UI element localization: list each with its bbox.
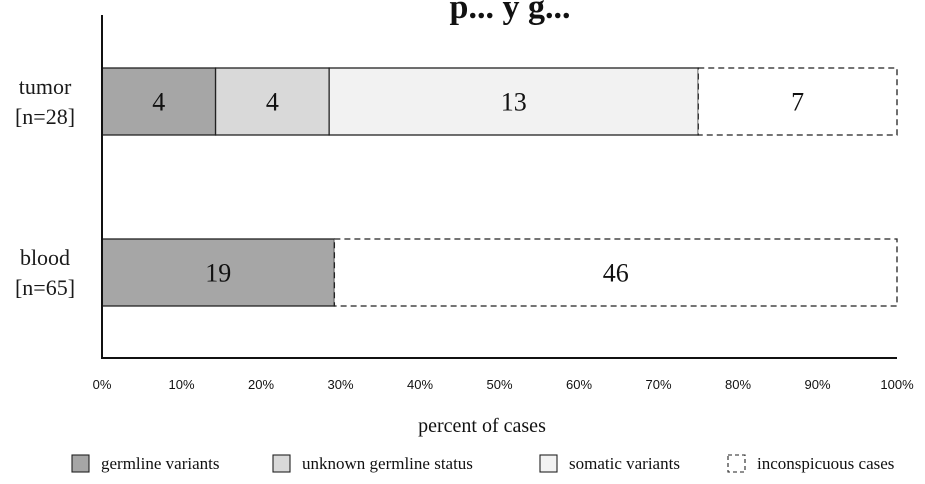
bar-segment-tumor-germline-variants <box>101 67 217 136</box>
x-tick-label-20: 20% <box>248 377 274 392</box>
x-tick-label-50: 50% <box>486 377 512 392</box>
axes-group <box>101 15 897 359</box>
category-labels-group: tumor [n=28] blood [n=65] <box>15 74 75 300</box>
data-label-tumor-germline-variants: 4 <box>152 88 165 117</box>
legend-label-germline-variants: germline variants <box>101 454 220 473</box>
x-tick-label-0: 0% <box>93 377 112 392</box>
x-tick-label-10: 10% <box>168 377 194 392</box>
data-label-blood-germline-variants: 19 <box>205 259 231 288</box>
x-tick-label-60: 60% <box>566 377 592 392</box>
bars-group: 4 4 13 7 19 46 <box>101 67 898 307</box>
category-label-tumor: tumor [n=28] <box>15 74 75 129</box>
x-tick-labels-group: 0% 10% 20% 30% 40% 50% 60% 70% 80% 90% 100% <box>93 377 914 392</box>
chart-title-fragment: p... y g... <box>450 0 571 26</box>
legend-swatch-unknown-germline-status <box>272 454 291 473</box>
legend-swatch-somatic-variants <box>539 454 558 473</box>
legend-label-unknown-germline-status: unknown germline status <box>302 454 473 473</box>
bar-segment-blood-inconspicuous-cases <box>333 238 898 307</box>
data-label-tumor-somatic-variants: 13 <box>501 88 527 117</box>
data-label-tumor-inconspicuous-cases: 7 <box>791 88 804 117</box>
legend-swatch-germline-variants <box>71 454 90 473</box>
data-label-tumor-unknown-germline-status: 4 <box>266 88 279 117</box>
x-tick-label-80: 80% <box>725 377 751 392</box>
x-axis-title: percent of cases <box>418 415 546 437</box>
legend: germline variants unknown germline status… <box>71 454 894 473</box>
legend-label-inconspicuous-cases: inconspicuous cases <box>757 454 894 473</box>
bar-segment-tumor-inconspicuous-cases <box>697 67 898 136</box>
x-tick-label-30: 30% <box>327 377 353 392</box>
x-tick-label-70: 70% <box>645 377 671 392</box>
x-tick-label-100: 100% <box>880 377 914 392</box>
legend-label-somatic-variants: somatic variants <box>569 454 680 473</box>
bar-segment-tumor-somatic-variants <box>328 67 699 136</box>
x-tick-label-90: 90% <box>804 377 830 392</box>
x-tick-label-40: 40% <box>407 377 433 392</box>
data-label-blood-inconspicuous-cases: 46 <box>603 259 629 288</box>
legend-swatch-inconspicuous-cases <box>727 454 746 473</box>
category-label-blood: blood [n=65] <box>15 245 75 300</box>
bar-segment-tumor-unknown-germline-status <box>214 67 330 136</box>
